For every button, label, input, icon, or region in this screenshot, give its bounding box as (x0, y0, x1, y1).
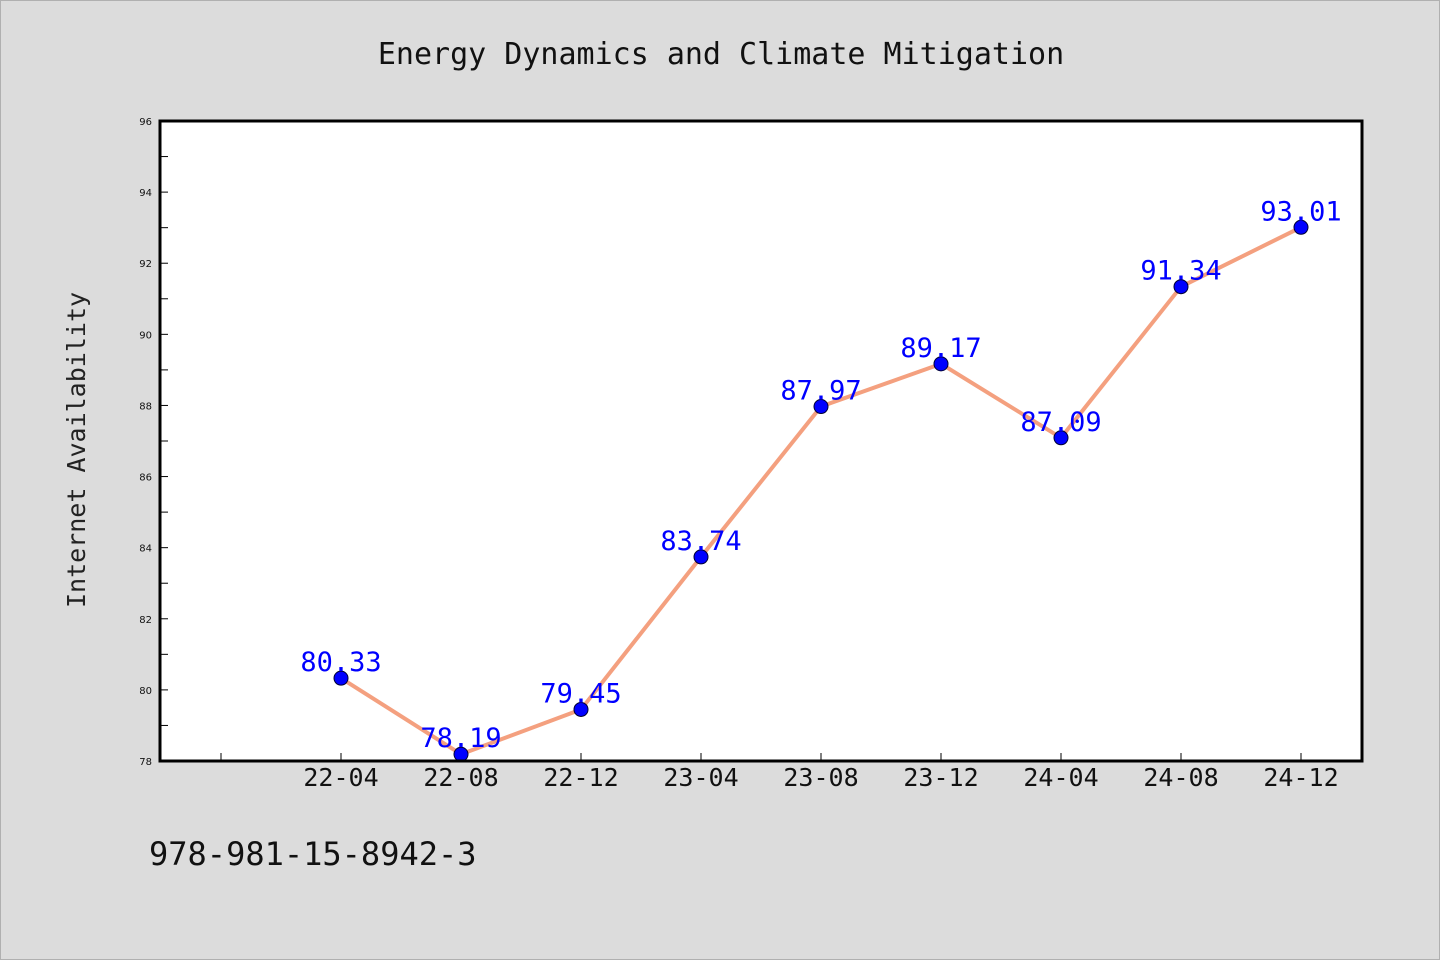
y-axis-label: Internet Availability (62, 292, 91, 608)
y-tick-label: 84 (139, 544, 152, 555)
plot-frame (158, 119, 1364, 763)
data-label: 93.01 (1260, 196, 1341, 227)
footer-code: 978-981-15-8942-3 (149, 835, 477, 873)
y-tick-label: 86 (139, 473, 152, 484)
x-tick-label: 24-04 (1023, 763, 1098, 792)
data-point (1293, 219, 1309, 235)
y-tick-label: 94 (139, 188, 152, 199)
x-tick-label: 22-12 (543, 763, 618, 792)
series-layer (333, 219, 1309, 762)
data-label: 79.45 (540, 678, 621, 709)
y-tick-label: 78 (139, 757, 152, 768)
data-label-layer: 80.33 78.19 79.45 83.74 87.97 89.17 87.09 91.34… (300, 196, 1341, 754)
data-point (933, 356, 949, 372)
data-label: 91.34 (1140, 256, 1221, 287)
x-tick-label: 24-12 (1263, 763, 1338, 792)
data-point (333, 670, 349, 686)
x-tick-label: 22-08 (423, 763, 498, 792)
data-point (813, 399, 829, 415)
y-tick-label: 82 (139, 615, 152, 626)
chart-title: Energy Dynamics and Climate Mitigation (378, 37, 1064, 72)
x-tick-label: 23-12 (903, 763, 978, 792)
data-point (693, 549, 709, 565)
x-tick-label: 23-04 (663, 763, 738, 792)
y-tick-label: 96 (139, 117, 152, 128)
data-point (573, 701, 589, 717)
y-tick-label: 90 (139, 330, 152, 341)
data-label: 83.74 (660, 526, 741, 557)
y-tick-label: 92 (139, 259, 152, 270)
y-tick-label: 88 (139, 401, 152, 412)
x-tick-label: 23-08 (783, 763, 858, 792)
axis-layer: 78 80 82 84 86 88 90 92 94 96 22-04 22-08 22-12 23-04… (139, 117, 1338, 792)
data-label: 87.97 (780, 376, 861, 407)
data-label: 78.19 (420, 723, 501, 754)
data-point (1053, 430, 1069, 446)
data-point (1173, 279, 1189, 295)
x-tick-label: 24-08 (1143, 763, 1218, 792)
data-label: 89.17 (900, 333, 981, 364)
data-label: 87.09 (1020, 407, 1101, 438)
y-tick-label: 80 (139, 686, 152, 697)
data-label: 80.33 (300, 647, 381, 678)
x-tick-label: 22-04 (303, 763, 378, 792)
plot-area (160, 121, 1362, 761)
